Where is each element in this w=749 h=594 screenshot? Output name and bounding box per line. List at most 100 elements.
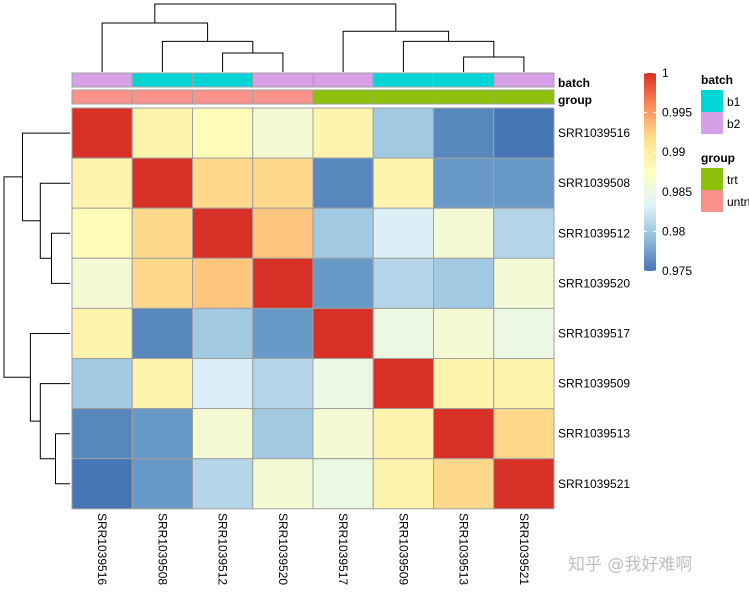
annotation-legend: batch b1 b2 group trt untrt [701, 73, 749, 212]
column-labels: SRR1039516 SRR1039508 SRR1039512 SRR1039520… [95, 513, 531, 585]
heatmap-cell [192, 408, 254, 460]
group-legend-title: group [701, 151, 735, 165]
column-label: SRR1039517 [336, 513, 350, 585]
batch-legend-title: batch [701, 73, 733, 87]
batch-annotation-title: batch [558, 76, 590, 90]
dendrogram-branch [3, 176, 31, 378]
colorbar-tick-label: 0.995 [662, 106, 692, 120]
dendrogram-branch [22, 132, 70, 222]
heatmap-cell [131, 107, 193, 159]
heatmap-cell [131, 358, 193, 410]
batch-annotation-cell [71, 72, 133, 88]
dendrogram-branch [154, 3, 397, 32]
heatmap-cell [312, 107, 374, 159]
colorbar-tick-label: 0.975 [662, 264, 692, 278]
group-legend-label: trt [727, 173, 738, 187]
heatmap-cell [252, 408, 314, 460]
batch-annotation-cell [372, 72, 434, 88]
group-legend-label: untrt [727, 195, 749, 209]
heatmap-cell [192, 107, 254, 159]
heatmap-cell [493, 307, 555, 359]
column-label: SRR1039516 [95, 513, 109, 585]
group-annotation-title: group [558, 93, 592, 107]
batch-annotation-cell [131, 72, 193, 88]
group-annotation-cell [372, 89, 434, 105]
batch-legend-swatch [701, 112, 723, 134]
heatmap-cell [433, 307, 495, 359]
heatmap-cells [71, 107, 555, 510]
row-label: SRR1039512 [558, 226, 630, 240]
annotation-bars [71, 72, 555, 105]
heatmap-cell [131, 157, 193, 209]
batch-annotation-cell [252, 72, 314, 88]
heatmap-cell [312, 408, 374, 460]
heatmap-cell [372, 358, 434, 410]
colorbar-gradient [644, 73, 656, 271]
row-label: SRR1039517 [558, 326, 630, 340]
heatmap-cell [372, 307, 434, 359]
colorbar-legend: 1 0.995 0.99 0.985 0.98 0.975 [644, 66, 692, 278]
heatmap-cell [71, 157, 133, 209]
dendrogram-branch [51, 232, 70, 284]
colorbar-tick-label: 0.985 [662, 185, 692, 199]
heatmap-cell [131, 408, 193, 460]
batch-annotation-cell [493, 72, 555, 88]
heatmap-cell [131, 458, 193, 510]
dendrogram-branch [29, 333, 70, 422]
group-annotation-cell [71, 89, 133, 105]
heatmap-cell [433, 157, 495, 209]
colorbar-tick-label: 0.98 [662, 224, 686, 238]
group-annotation-cell [433, 89, 495, 105]
heatmap-cell [252, 458, 314, 510]
heatmap-cell [493, 358, 555, 410]
group-annotation-cell [131, 89, 193, 105]
heatmap-cell [312, 358, 374, 410]
dendrogram-branch [342, 30, 450, 72]
heatmap-cell [433, 257, 495, 309]
dendrogram-branch [161, 40, 254, 72]
colorbar-tick-label: 1 [662, 66, 669, 80]
batch-legend-label: b1 [727, 95, 741, 109]
column-label: SRR1039520 [276, 513, 290, 585]
heatmap-cell [493, 157, 555, 209]
heatmap-cell [372, 408, 434, 460]
group-legend-swatch [701, 168, 723, 190]
heatmap-cell [252, 207, 314, 259]
heatmap-cell [131, 307, 193, 359]
batch-annotation-cell [192, 72, 254, 88]
column-label: SRR1039508 [155, 513, 169, 585]
heatmap-cell [192, 358, 254, 410]
heatmap-cell [372, 107, 434, 159]
row-label: SRR1039520 [558, 276, 630, 290]
heatmap-cell [71, 307, 133, 359]
heatmap-cell [192, 207, 254, 259]
group-annotation-cell [252, 89, 314, 105]
row-label: SRR1039509 [558, 377, 630, 391]
heatmap-cell [312, 257, 374, 309]
batch-legend-label: b2 [727, 117, 741, 131]
heatmap-cell [71, 107, 133, 159]
heatmap-cell [252, 157, 314, 209]
row-labels: SRR1039516 SRR1039508 SRR1039512 SRR1039520… [558, 126, 630, 491]
dendrogram-branch [463, 56, 525, 72]
heatmap-cell [493, 458, 555, 510]
heatmap-cell [493, 408, 555, 460]
heatmap-cell [192, 157, 254, 209]
group-legend-swatch [701, 190, 723, 212]
heatmap-cell [433, 458, 495, 510]
heatmap-cell [312, 157, 374, 209]
row-label: SRR1039516 [558, 126, 630, 140]
batch-legend-swatch [701, 90, 723, 112]
column-label: SRR1039509 [396, 513, 410, 585]
colorbar-tick-label: 0.99 [662, 145, 686, 159]
dendrogram-branch [55, 433, 70, 485]
heatmap-cell [252, 257, 314, 309]
heatmap-cell [252, 107, 314, 159]
heatmap-cell [312, 458, 374, 510]
column-dendrogram [101, 3, 525, 72]
column-label: SRR1039513 [457, 513, 471, 585]
heatmap-cell [71, 408, 133, 460]
row-dendrogram [3, 132, 70, 485]
heatmap-cell [312, 307, 374, 359]
row-label: SRR1039513 [558, 427, 630, 441]
